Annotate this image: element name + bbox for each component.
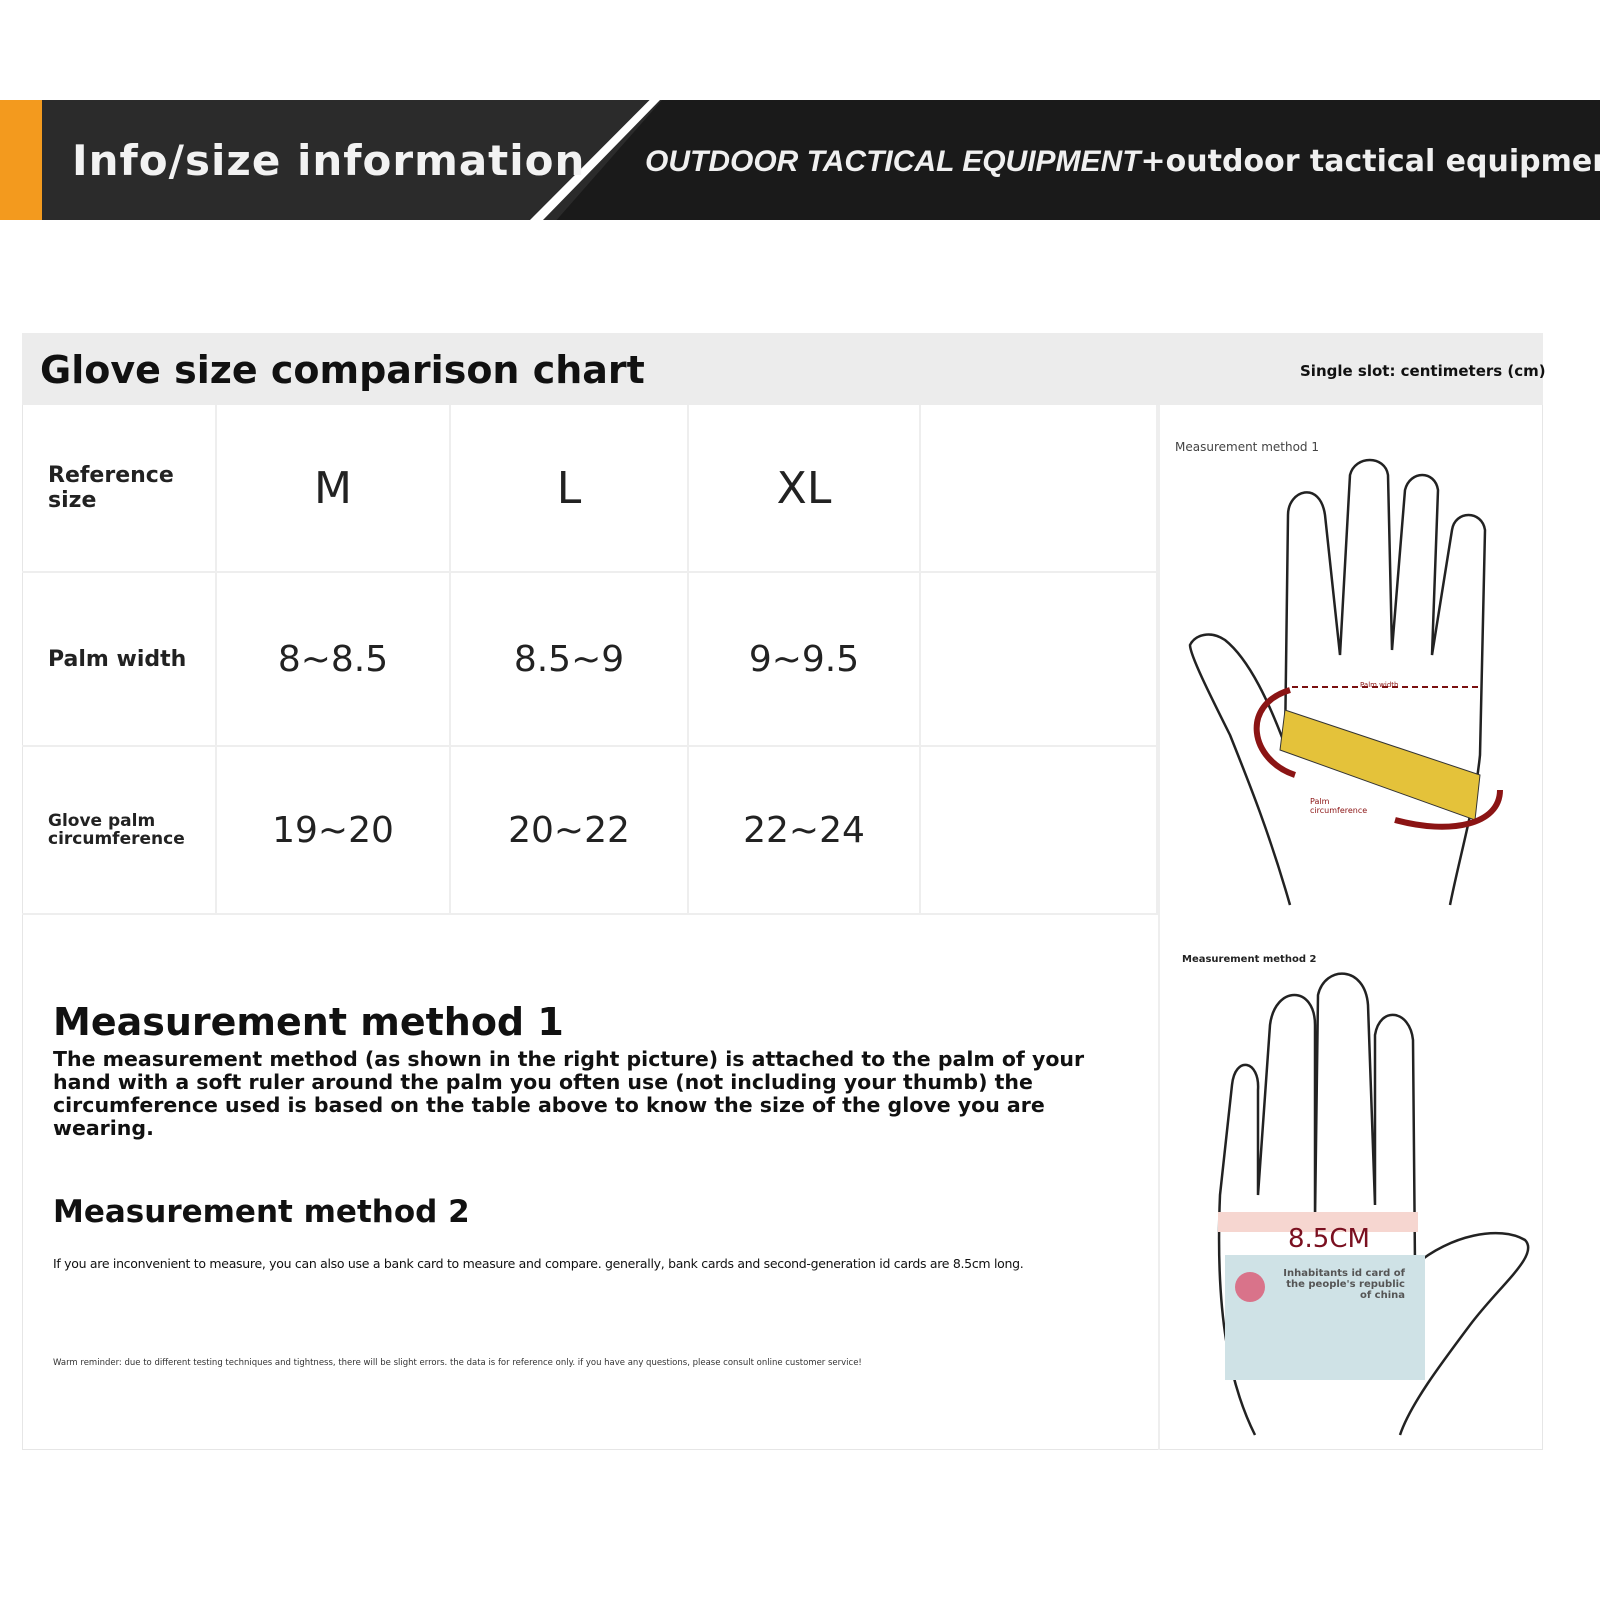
- table-cell: 9~9.5: [689, 573, 921, 747]
- row-label: Reference size: [22, 405, 217, 573]
- figures-panel: [1158, 405, 1543, 1450]
- id-card-text: Inhabitants id card of the people's repu…: [1283, 1268, 1405, 1301]
- table-cell: XL: [689, 405, 921, 573]
- method2-body: If you are inconvenient to measure, you …: [53, 1256, 1024, 1271]
- table-cell: [921, 747, 1158, 915]
- figure1-label: Measurement method 1: [1175, 440, 1319, 454]
- table-cell: 20~22: [451, 747, 689, 915]
- hand-measure-figure-1: [1188, 458, 1503, 906]
- banner-subtitle: OUTDOOR TACTICAL EQUIPMENT+outdoor tacti…: [645, 144, 1600, 179]
- row-label: Palm width: [22, 573, 217, 747]
- palm-width-label: Palm width: [1360, 681, 1399, 689]
- table-cell: 22~24: [689, 747, 921, 915]
- method1-title: Measurement method 1: [53, 1000, 564, 1044]
- banner-title: Info/size information: [72, 136, 586, 185]
- method2-title: Measurement method 2: [53, 1194, 470, 1230]
- row-label: Glove palm circumference: [22, 747, 217, 915]
- banner-subtitle-italic: OUTDOOR TACTICAL EQUIPMENT: [645, 145, 1141, 178]
- table-cell: 8.5~9: [451, 573, 689, 747]
- hand-measure-figure-2: [1217, 972, 1530, 1436]
- warm-reminder: Warm reminder: due to different testing …: [53, 1358, 862, 1368]
- table-cell: M: [217, 405, 451, 573]
- card-length-label: 8.5CM: [1288, 1224, 1370, 1254]
- palm-circumference-label: Palm circumference: [1310, 797, 1368, 815]
- table-cell: [921, 573, 1158, 747]
- table-cell: [921, 405, 1158, 573]
- table-cell: 8~8.5: [217, 573, 451, 747]
- banner-accent: [0, 100, 42, 220]
- table-cell: L: [451, 405, 689, 573]
- figure2-label: Measurement method 2: [1182, 954, 1317, 965]
- unit-label: Single slot: centimeters (cm): [1300, 362, 1546, 380]
- chart-title: Glove size comparison chart: [40, 348, 645, 392]
- method1-body: The measurement method (as shown in the …: [53, 1047, 1085, 1140]
- chart-title-bar: [22, 333, 1543, 405]
- banner-subtitle-rest: +outdoor tactical equipment: [1140, 144, 1600, 179]
- table-cell: 19~20: [217, 747, 451, 915]
